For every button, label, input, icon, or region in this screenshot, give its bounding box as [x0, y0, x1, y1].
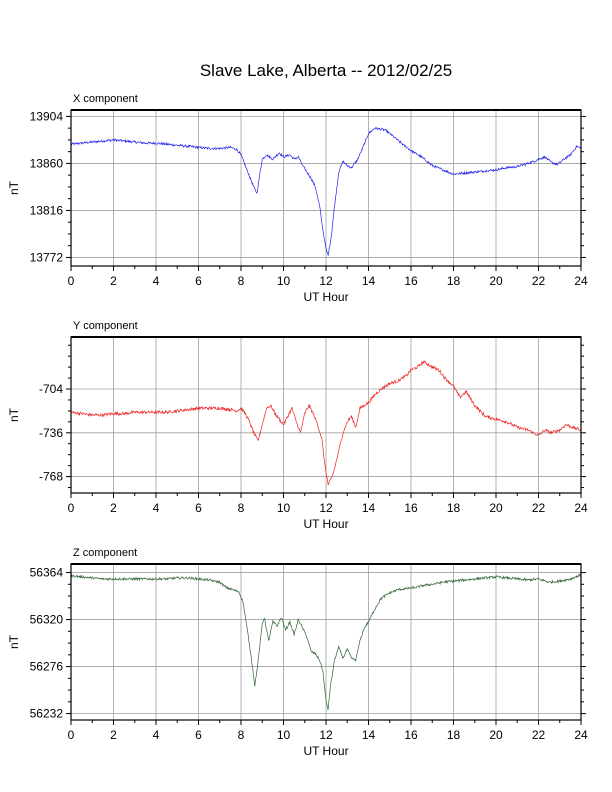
x-tick-label: 14: [362, 728, 376, 742]
x-tick-label: 2: [110, 728, 117, 742]
x-tick-label: 18: [447, 501, 461, 515]
x-tick-label: 0: [68, 274, 75, 288]
data-trace-1: [70, 126, 582, 257]
y-tick-label: -736: [39, 426, 63, 440]
x-tick-label: 18: [447, 728, 461, 742]
x-tick-label: 12: [319, 728, 333, 742]
x-tick-label: 0: [68, 728, 75, 742]
x-tick-label: 20: [489, 274, 503, 288]
y-tick-label: 13816: [30, 203, 64, 217]
panels-group: 0 2 4 6 8 10 12 14 16 18 20 22 241377213816138601390…: [7, 93, 588, 758]
data-trace-2: [70, 360, 582, 486]
x-tick-label: 6: [195, 501, 202, 515]
x-axis-label: UT Hour: [303, 517, 348, 531]
y-tick-label: 56276: [30, 660, 64, 674]
x-tick-label: 8: [238, 274, 245, 288]
x-tick-label: 22: [532, 501, 546, 515]
y-tick-label: 13772: [30, 250, 64, 264]
data-trace-3: [70, 573, 582, 710]
x-tick-label: 2: [110, 501, 117, 515]
x-tick-label: 24: [574, 501, 588, 515]
x-axis-label: UT Hour: [303, 290, 348, 304]
x-tick-label: 6: [195, 728, 202, 742]
chart-title: Slave Lake, Alberta -- 2012/02/25: [200, 61, 452, 80]
x-tick-label: 4: [153, 274, 160, 288]
y-tick-label: -768: [39, 470, 63, 484]
panel-label: Y component: [73, 320, 138, 332]
panel-1: 0 2 4 6 8 10 12 14 16 18 20 22 241377213816138601390…: [7, 93, 588, 304]
x-tick-label: 16: [404, 274, 418, 288]
y-axis-label: nT: [7, 407, 21, 422]
x-axis-label: UT Hour: [303, 744, 348, 758]
panel-label: Z component: [73, 547, 137, 559]
x-tick-label: 20: [489, 728, 503, 742]
x-tick-label: 22: [532, 274, 546, 288]
x-tick-label: 24: [574, 274, 588, 288]
y-tick-label: 56364: [30, 566, 64, 580]
x-tick-label: 14: [362, 274, 376, 288]
x-tick-label: 2: [110, 274, 117, 288]
x-tick-label: 12: [319, 274, 333, 288]
x-tick-label: 4: [153, 501, 160, 515]
x-tick-label: 8: [238, 728, 245, 742]
y-axis-label: nT: [7, 180, 21, 195]
y-tick-label: 56320: [30, 613, 64, 627]
x-tick-label: 10: [277, 274, 291, 288]
x-tick-label: 4: [153, 728, 160, 742]
x-tick-label: 16: [404, 728, 418, 742]
x-tick-label: 18: [447, 274, 461, 288]
y-tick-label: 56232: [30, 707, 64, 721]
y-tick-label: 13860: [30, 156, 64, 170]
x-tick-label: 6: [195, 274, 202, 288]
x-tick-label: 10: [277, 501, 291, 515]
y-tick-label: 13904: [30, 109, 64, 123]
x-tick-label: 12: [319, 501, 333, 515]
y-tick-label: -704: [39, 382, 63, 396]
panel-3: 0 2 4 6 8 10 12 14 16 18 20 22 245623256276563205636…: [7, 547, 588, 758]
panel-label: X component: [73, 93, 138, 105]
x-tick-label: 0: [68, 501, 75, 515]
x-tick-label: 10: [277, 728, 291, 742]
x-tick-label: 20: [489, 501, 503, 515]
x-tick-label: 24: [574, 728, 588, 742]
y-axis-label: nT: [7, 634, 21, 649]
x-tick-label: 8: [238, 501, 245, 515]
x-tick-label: 16: [404, 501, 418, 515]
x-tick-label: 22: [532, 728, 546, 742]
x-tick-label: 14: [362, 501, 376, 515]
